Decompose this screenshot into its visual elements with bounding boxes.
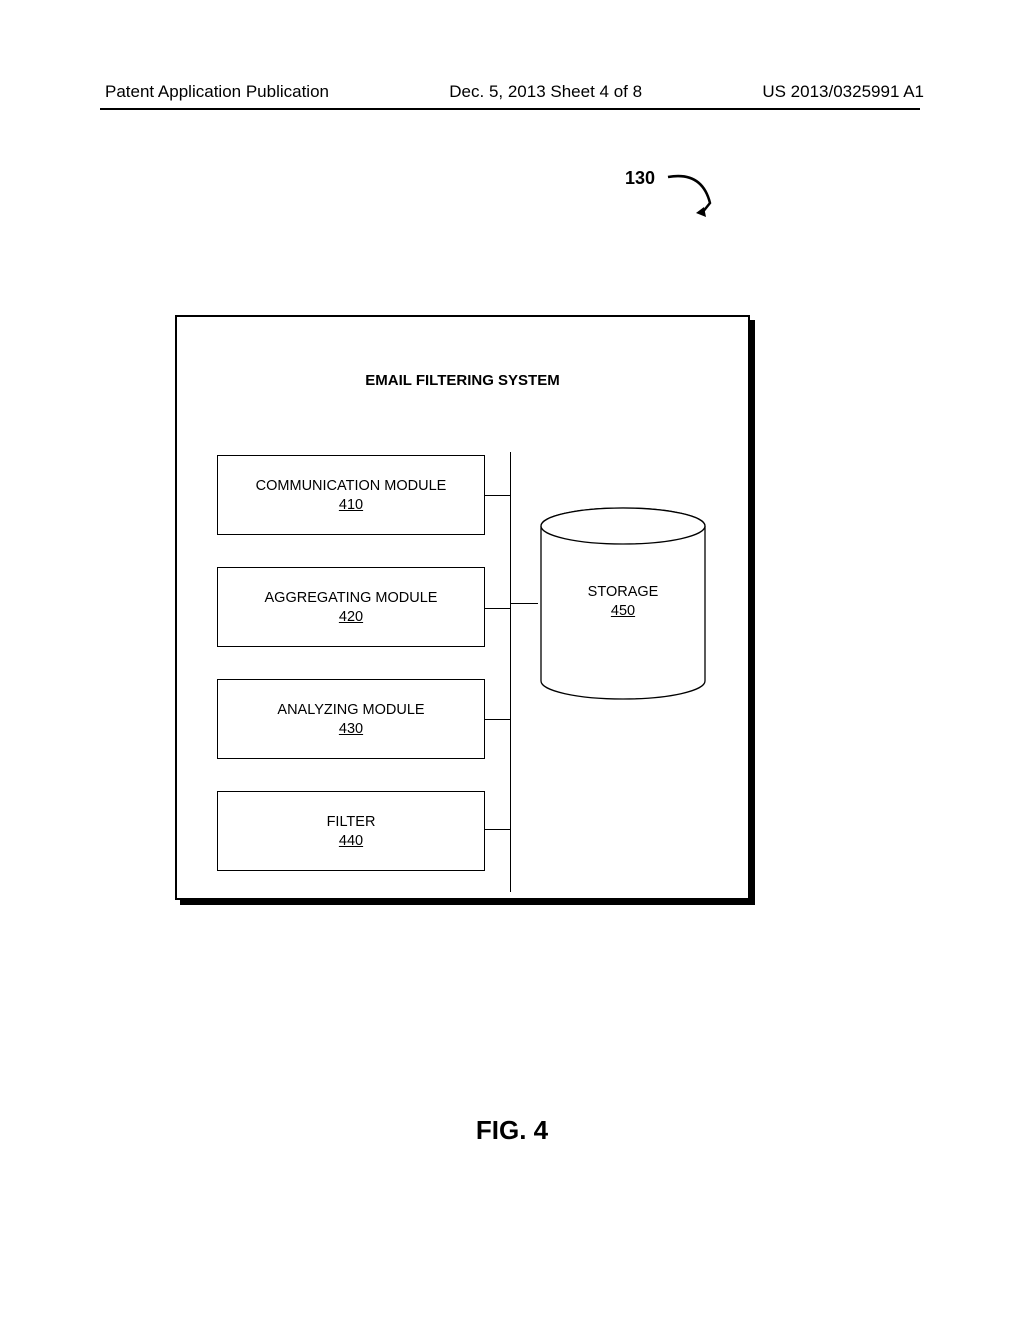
- storage-cylinder: STORAGE 450: [538, 506, 708, 701]
- module-label: AGGREGATING MODULE: [265, 590, 438, 606]
- storage-number: 450: [538, 603, 708, 619]
- header-left: Patent Application Publication: [105, 82, 329, 102]
- module-label: ANALYZING MODULE: [277, 702, 424, 718]
- aggregating-module: AGGREGATING MODULE 420: [217, 567, 485, 647]
- module-number: 420: [339, 609, 363, 625]
- header-right: US 2013/0325991 A1: [762, 82, 924, 102]
- module-label: COMMUNICATION MODULE: [256, 478, 447, 494]
- bus-line: [510, 452, 511, 892]
- module-label: FILTER: [327, 814, 376, 830]
- analyzing-module: ANALYZING MODULE 430: [217, 679, 485, 759]
- module-number: 410: [339, 497, 363, 513]
- module-number: 440: [339, 833, 363, 849]
- module-number: 430: [339, 721, 363, 737]
- patent-header: Patent Application Publication Dec. 5, 2…: [0, 82, 1024, 102]
- bus-connector: [485, 495, 510, 496]
- bus-connector: [485, 829, 510, 830]
- storage-connector: [510, 603, 538, 604]
- communication-module: COMMUNICATION MODULE 410: [217, 455, 485, 535]
- figure-caption: FIG. 4: [0, 1115, 1024, 1146]
- storage-label: STORAGE: [588, 584, 659, 600]
- header-middle: Dec. 5, 2013 Sheet 4 of 8: [449, 82, 642, 102]
- reference-arrow-icon: [662, 173, 722, 223]
- bus-connector: [485, 719, 510, 720]
- header-divider: [100, 108, 920, 110]
- filter-module: FILTER 440: [217, 791, 485, 871]
- email-filtering-system-box: EMAIL FILTERING SYSTEM COMMUNICATION MOD…: [175, 315, 750, 900]
- reference-number: 130: [625, 168, 655, 189]
- modules-column: COMMUNICATION MODULE 410 AGGREGATING MOD…: [217, 455, 485, 903]
- bus-connector: [485, 608, 510, 609]
- system-title: EMAIL FILTERING SYSTEM: [177, 372, 748, 389]
- storage-label-block: STORAGE 450: [538, 584, 708, 619]
